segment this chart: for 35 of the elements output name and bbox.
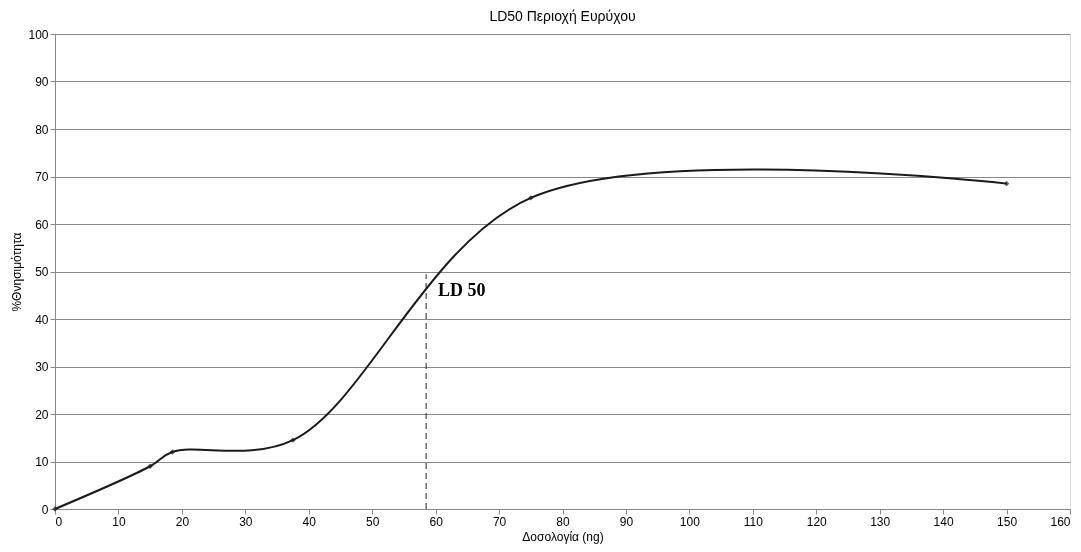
x-tick-label: 60: [429, 514, 444, 529]
x-tick-label: 120: [806, 514, 828, 529]
y-tick-label: 100: [28, 27, 49, 42]
x-tick-label: 140: [933, 514, 954, 529]
x-tick-label: 110: [743, 514, 764, 529]
x-tick-label: 130: [870, 514, 891, 529]
x-tick-label: 30: [239, 514, 253, 529]
y-tick-label: 30: [35, 360, 49, 374]
y-axis-title: %Θνησιμότητα: [10, 232, 25, 312]
point: [528, 195, 534, 201]
x-tick-label: 90: [619, 514, 634, 529]
x-tick-label: 50: [366, 514, 380, 529]
x-axis-title: Δοσολογία (ng): [522, 529, 604, 544]
y-tick-label: 40: [35, 312, 49, 327]
y-tick-label: 0: [41, 502, 49, 517]
x-tick-label: 40: [302, 514, 317, 529]
chart-title: LD50 Περιοχή Ευρύχου: [489, 8, 636, 24]
y-tick-label: 90: [35, 75, 49, 89]
y-tick-label: 60: [35, 217, 49, 232]
ref-line-label: LD 50: [438, 280, 486, 301]
y-tick-label: 10: [35, 455, 49, 469]
x-tick-label: 70: [492, 514, 507, 529]
x-tick-label: 10: [112, 514, 126, 529]
y-tick-label: 80: [35, 122, 49, 137]
point: [147, 463, 153, 469]
y-tick-label: 70: [35, 170, 49, 184]
point: [169, 449, 176, 455]
x-tick-label: 0: [55, 514, 63, 529]
x-tick-label: 80: [556, 514, 570, 529]
x-tick-label: 100: [679, 514, 701, 529]
y-tick-label: 20: [35, 407, 49, 422]
y-tick-label: 50: [35, 265, 49, 279]
x-tick-label: 150: [997, 514, 1018, 529]
x-tick-label: 20: [175, 514, 190, 529]
x-tick-label: 160: [1050, 514, 1071, 529]
